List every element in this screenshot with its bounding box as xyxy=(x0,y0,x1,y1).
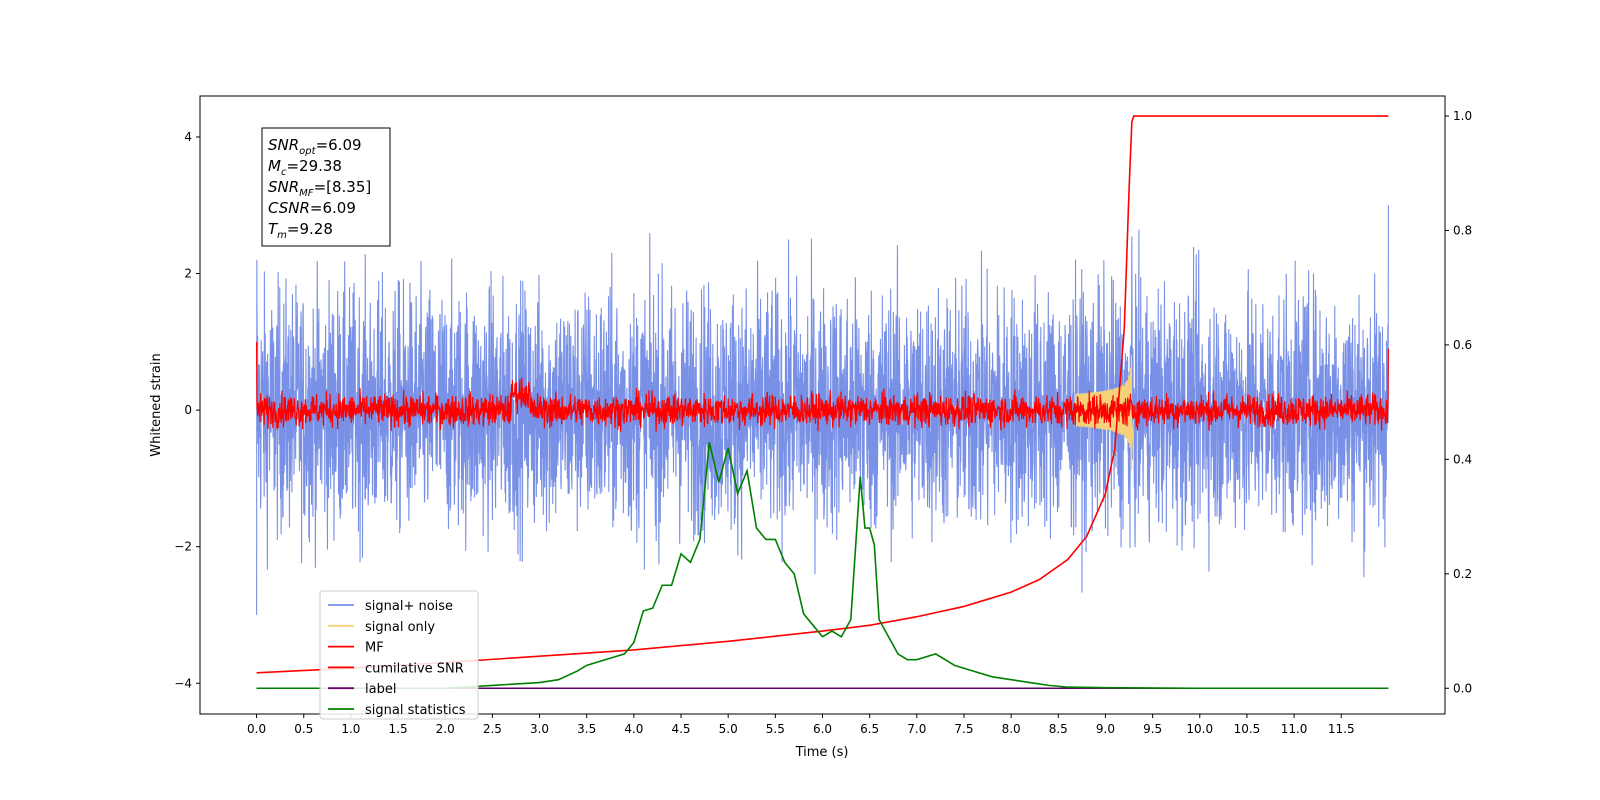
legend-label: signal only xyxy=(365,620,435,635)
x-tick-label: 8.0 xyxy=(1002,722,1021,736)
legend-label: MF xyxy=(365,641,384,656)
series-signal-noise xyxy=(256,205,1389,615)
x-tick-label: 8.5 xyxy=(1049,722,1068,736)
x-tick-label: 4.5 xyxy=(671,722,690,736)
legend-label: signal+ noise xyxy=(365,599,453,614)
y2-tick-label: 0.0 xyxy=(1453,681,1472,695)
y2-tick-label: 0.2 xyxy=(1453,567,1472,581)
y2-tick-label: 1.0 xyxy=(1453,109,1472,123)
x-tick-label: 6.0 xyxy=(813,722,832,736)
y-tick-label: 2 xyxy=(184,267,192,281)
x-tick-label: 11.5 xyxy=(1328,722,1355,736)
legend-label: signal statistics xyxy=(365,703,466,718)
legend-frame xyxy=(319,590,479,720)
x-tick-label: 6.5 xyxy=(860,722,879,736)
x-tick-label: 2.5 xyxy=(483,722,502,736)
annotation-line: Tm=9.28 xyxy=(268,220,333,241)
series-signal-statistics xyxy=(256,442,1389,690)
series-mf xyxy=(255,341,1390,432)
x-tick-label: 1.0 xyxy=(341,722,360,736)
y-tick-label: 0 xyxy=(184,403,192,417)
y2-tick-label: 0.6 xyxy=(1453,338,1472,352)
x-tick-label: 4.0 xyxy=(624,722,643,736)
y-axis-left: −4 −2 0 2 4 xyxy=(174,130,200,690)
series-cumilative-snr xyxy=(256,115,1389,674)
y-tick-label: −4 xyxy=(174,676,192,690)
annotation-line: SNRMF=[8.35] xyxy=(268,178,371,199)
x-tick-label: 9.5 xyxy=(1143,722,1162,736)
x-tick-label: 11.0 xyxy=(1281,722,1308,736)
annotation-frame xyxy=(261,127,391,247)
x-tick-label: 10.0 xyxy=(1186,722,1213,736)
x-tick-label: 10.5 xyxy=(1234,722,1261,736)
x-tick-label: 7.0 xyxy=(907,722,926,736)
y-axis-right: 0.0 0.2 0.4 0.6 0.8 1.0 xyxy=(1445,109,1472,695)
annotation-box: SNRopt=6.09Mc=29.38SNRMF=[8.35]CSNR=6.09… xyxy=(261,127,391,247)
annotation-line: Mc=29.38 xyxy=(268,157,342,178)
x-tick-label: 9.0 xyxy=(1096,722,1115,736)
x-tick-label: 1.5 xyxy=(389,722,408,736)
legend: signal+ noise signal only MF cumilative SNR… xyxy=(319,590,479,720)
y2-tick-label: 0.8 xyxy=(1453,223,1472,237)
x-axis: 0.0 0.5 1.0 1.5 2.0 2.5 3.0 3.5 4.0 4.5 5.0 5.5 6.0 6… xyxy=(247,714,1355,736)
annotation-line: CSNR=6.09 xyxy=(268,199,356,217)
x-tick-label: 5.0 xyxy=(719,722,738,736)
legend-label: label xyxy=(365,682,396,697)
x-tick-label: 7.5 xyxy=(954,722,973,736)
x-tick-label: 5.5 xyxy=(766,722,785,736)
x-tick-label: 0.5 xyxy=(294,722,313,736)
x-tick-label: 0.0 xyxy=(247,722,266,736)
series-signal-only xyxy=(1074,355,1137,471)
annotation-line: SNRopt=6.09 xyxy=(268,136,362,157)
x-tick-label: 2.0 xyxy=(436,722,455,736)
x-tick-label: 3.5 xyxy=(577,722,596,736)
y-tick-label: −2 xyxy=(174,540,192,554)
legend-label: cumilative SNR xyxy=(365,661,464,676)
y-axis-label: Whitened strain xyxy=(149,353,164,456)
x-axis-label: Time (s) xyxy=(795,745,849,760)
y-tick-label: 4 xyxy=(184,130,192,144)
y2-tick-label: 0.4 xyxy=(1453,452,1472,466)
x-tick-label: 3.0 xyxy=(530,722,549,736)
